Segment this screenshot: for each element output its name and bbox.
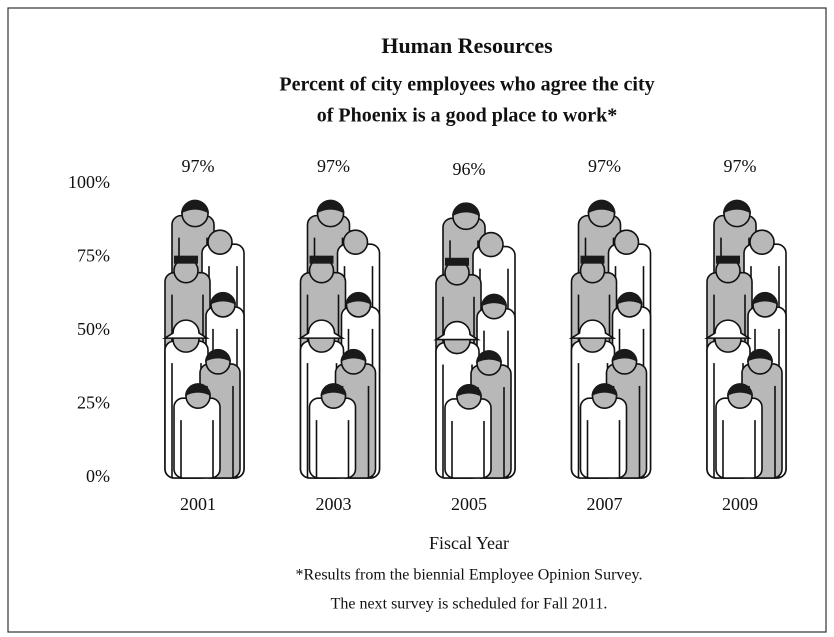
value-label: 97% [588, 156, 621, 176]
figure-hat [310, 256, 334, 264]
y-tick-label: 25% [77, 393, 110, 413]
page: {"chart_data": {"type": "pictograph", "t… [0, 0, 834, 637]
figure-head [344, 230, 368, 254]
figure-head [479, 233, 503, 257]
y-tick-label: 75% [77, 246, 110, 266]
chart-subtitle: Percent of city employees who agree the … [279, 74, 654, 96]
value-label: 96% [453, 159, 486, 179]
figure-hat [716, 256, 740, 264]
pictograph-bar [436, 202, 515, 478]
pictograph-bar [165, 200, 244, 478]
figure-hat [581, 256, 605, 264]
value-label: 97% [182, 156, 215, 176]
footnote: *Results from the biennial Employee Opin… [296, 567, 643, 584]
figure-head [208, 230, 232, 254]
figure-hat [174, 256, 198, 264]
y-tick-label: 50% [77, 319, 110, 339]
y-tick-label: 100% [68, 172, 110, 192]
x-axis-label: Fiscal Year [429, 533, 509, 553]
value-label: 97% [724, 156, 757, 176]
value-label: 97% [317, 156, 350, 176]
pictograph-bar [707, 200, 786, 478]
chart-subtitle: of Phoenix is a good place to work* [317, 105, 618, 127]
pictograph-bar [572, 200, 651, 478]
chart-title: Human Resources [381, 33, 553, 58]
frame [8, 8, 826, 632]
x-tick-label: 2007 [587, 494, 623, 514]
x-tick-label: 2005 [451, 494, 487, 514]
y-tick-label: 0% [86, 466, 110, 486]
chart: Human Resources Percent of city employee… [0, 0, 834, 637]
pictograph-bar [301, 200, 380, 478]
figure-head [615, 230, 639, 254]
figure-head [750, 230, 774, 254]
x-tick-label: 2001 [180, 494, 216, 514]
footnote: The next survey is scheduled for Fall 20… [331, 596, 608, 613]
x-tick-label: 2003 [316, 494, 352, 514]
figure-hat [445, 258, 469, 266]
x-tick-label: 2009 [722, 494, 758, 514]
